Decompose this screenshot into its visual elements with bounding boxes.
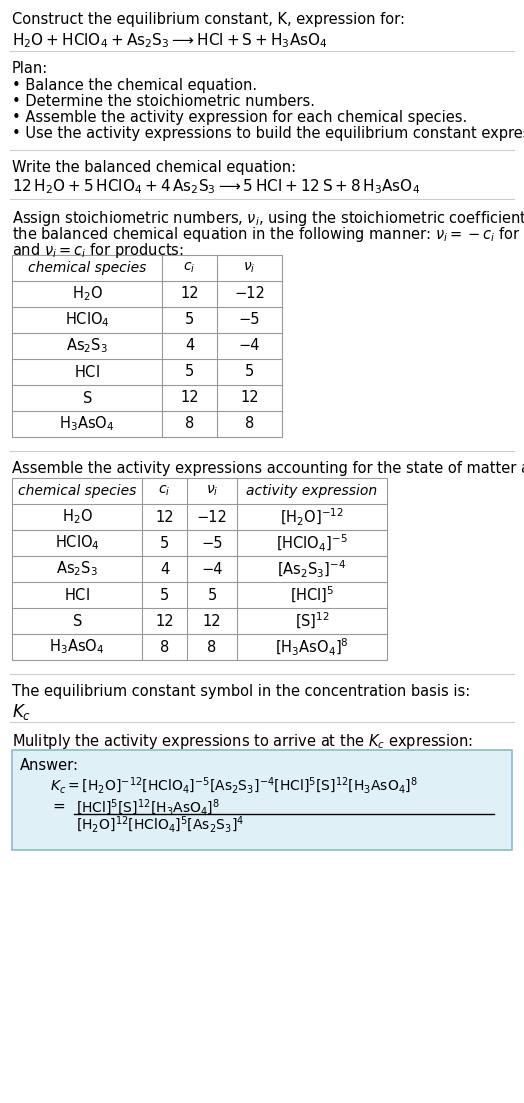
Text: $\mathrm{12\,H_2O + 5\,HClO_4 + 4\,As_2S_3 \longrightarrow 5\,HCl + 12\,S + 8\,H: $\mathrm{12\,H_2O + 5\,HClO_4 + 4\,As_2S… [12, 176, 420, 195]
Text: 4: 4 [185, 339, 194, 353]
Text: −12: −12 [196, 510, 227, 525]
Text: Mulitply the activity expressions to arrive at the $K_c$ expression:: Mulitply the activity expressions to arr… [12, 732, 473, 751]
Text: Construct the equilibrium constant, K, expression for:: Construct the equilibrium constant, K, e… [12, 12, 405, 26]
Text: $[\mathrm{H_2O}]^{12}[\mathrm{HClO_4}]^5[\mathrm{As_2S_3}]^4$: $[\mathrm{H_2O}]^{12}[\mathrm{HClO_4}]^5… [76, 815, 245, 835]
Text: $[\mathrm{HClO_4}]^{-5}$: $[\mathrm{HClO_4}]^{-5}$ [276, 533, 348, 554]
Text: 5: 5 [160, 588, 169, 602]
Text: 12: 12 [203, 613, 221, 629]
Text: and $\nu_i = c_i$ for products:: and $\nu_i = c_i$ for products: [12, 240, 184, 260]
Text: 8: 8 [208, 640, 216, 654]
Text: −12: −12 [234, 287, 265, 301]
Text: • Assemble the activity expression for each chemical species.: • Assemble the activity expression for e… [12, 110, 467, 125]
Text: 4: 4 [160, 561, 169, 577]
Text: chemical species: chemical species [18, 484, 136, 497]
Text: 5: 5 [160, 535, 169, 550]
Text: 12: 12 [240, 390, 259, 406]
Text: • Balance the chemical equation.: • Balance the chemical equation. [12, 78, 257, 93]
Text: $\nu_i$: $\nu_i$ [243, 260, 256, 276]
Bar [12, 750, 512, 850]
Text: $\mathrm{HCl}$: $\mathrm{HCl}$ [64, 587, 90, 603]
Text: 12: 12 [180, 390, 199, 406]
Text: $[\mathrm{As_2S_3}]^{-4}$: $[\mathrm{As_2S_3}]^{-4}$ [277, 558, 346, 579]
Text: • Use the activity expressions to build the equilibrium constant expression.: • Use the activity expressions to build … [12, 126, 524, 141]
Text: $c_i$: $c_i$ [183, 260, 195, 276]
Bar [12, 478, 387, 660]
Text: Write the balanced chemical equation:: Write the balanced chemical equation: [12, 160, 296, 175]
Text: 12: 12 [180, 287, 199, 301]
Text: $=$: $=$ [50, 797, 66, 813]
Text: • Determine the stoichiometric numbers.: • Determine the stoichiometric numbers. [12, 94, 315, 109]
Text: $\mathrm{HCl}$: $\mathrm{HCl}$ [74, 364, 100, 381]
Text: chemical species: chemical species [28, 261, 146, 275]
Text: $\mathrm{As_2S_3}$: $\mathrm{As_2S_3}$ [56, 559, 98, 578]
Text: 8: 8 [185, 417, 194, 431]
Text: Answer:: Answer: [20, 758, 79, 773]
Text: $\mathrm{H_3AsO_4}$: $\mathrm{H_3AsO_4}$ [59, 415, 115, 433]
Text: $K_c = [\mathrm{H_2O}]^{-12}[\mathrm{HClO_4}]^{-5}[\mathrm{As_2S_3}]^{-4}[\mathr: $K_c = [\mathrm{H_2O}]^{-12}[\mathrm{HCl… [50, 777, 418, 796]
Text: $[\mathrm{HCl}]^5$: $[\mathrm{HCl}]^5$ [290, 585, 334, 606]
Text: 8: 8 [160, 640, 169, 654]
Text: $\mathrm{HClO_4}$: $\mathrm{HClO_4}$ [64, 311, 110, 330]
Text: $K_c$: $K_c$ [12, 702, 31, 722]
Text: the balanced chemical equation in the following manner: $\nu_i = -c_i$ for react: the balanced chemical equation in the fo… [12, 225, 524, 244]
Text: Plan:: Plan: [12, 61, 48, 76]
Text: $\mathrm{HClO_4}$: $\mathrm{HClO_4}$ [54, 534, 100, 553]
Text: $\mathrm{H_2O}$: $\mathrm{H_2O}$ [72, 285, 102, 303]
Text: $[\mathrm{H_2O}]^{-12}$: $[\mathrm{H_2O}]^{-12}$ [280, 506, 344, 527]
Text: $c_i$: $c_i$ [158, 484, 171, 499]
Text: $\mathrm{S}$: $\mathrm{S}$ [82, 390, 92, 406]
Text: $\mathrm{S}$: $\mathrm{S}$ [72, 613, 82, 629]
Text: 12: 12 [155, 510, 174, 525]
Bar [12, 255, 282, 437]
Text: $[\mathrm{H_3AsO_4}]^8$: $[\mathrm{H_3AsO_4}]^8$ [275, 636, 349, 657]
Text: 5: 5 [185, 312, 194, 328]
Text: $[\mathrm{S}]^{12}$: $[\mathrm{S}]^{12}$ [294, 611, 330, 631]
Text: −5: −5 [201, 535, 223, 550]
Text: −4: −4 [239, 339, 260, 353]
Text: 5: 5 [185, 364, 194, 379]
Text: 12: 12 [155, 613, 174, 629]
Text: $\mathrm{H_2O + HClO_4 + As_2S_3 \longrightarrow HCl + S + H_3AsO_4}$: $\mathrm{H_2O + HClO_4 + As_2S_3 \longri… [12, 31, 328, 50]
Text: −5: −5 [239, 312, 260, 328]
Text: 5: 5 [245, 364, 254, 379]
Text: $[\mathrm{HCl}]^5[\mathrm{S}]^{12}[\mathrm{H_3AsO_4}]^8$: $[\mathrm{HCl}]^5[\mathrm{S}]^{12}[\math… [76, 797, 220, 818]
Text: −4: −4 [201, 561, 223, 577]
Text: Assign stoichiometric numbers, $\nu_i$, using the stoichiometric coefficients, $: Assign stoichiometric numbers, $\nu_i$, … [12, 208, 524, 228]
Text: $\mathrm{H_2O}$: $\mathrm{H_2O}$ [61, 507, 92, 526]
Text: activity expression: activity expression [246, 484, 378, 497]
Text: $\mathrm{H_3AsO_4}$: $\mathrm{H_3AsO_4}$ [49, 638, 105, 656]
Text: 8: 8 [245, 417, 254, 431]
Text: $\nu_i$: $\nu_i$ [206, 484, 218, 499]
Text: The equilibrium constant symbol in the concentration basis is:: The equilibrium constant symbol in the c… [12, 684, 470, 699]
Text: Assemble the activity expressions accounting for the state of matter and νᵢ:: Assemble the activity expressions accoun… [12, 461, 524, 476]
Text: $\mathrm{As_2S_3}$: $\mathrm{As_2S_3}$ [66, 336, 108, 355]
Text: 5: 5 [208, 588, 216, 602]
